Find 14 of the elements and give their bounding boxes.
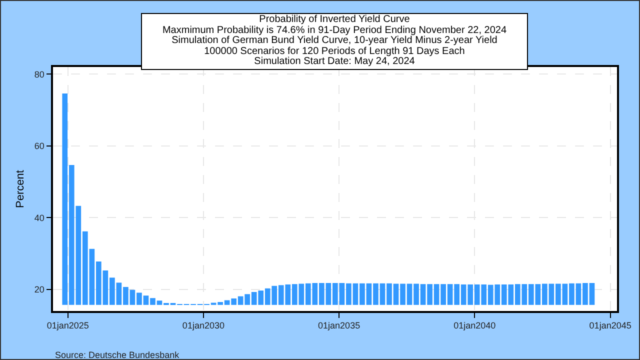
chart-subtitle: Maxmimum Probability is 74.6% in 91-Day Period Ending November 22, 2024 Simulation of German Bund Yield Curve, 10-year Yield Minus 2-year Yield 100000 Scenarios for 120 Periods of Length 91 Days Each Simulation Start Date: May 24, 2024: [161, 24, 508, 68]
x-tick-label: 01jan2040: [454, 320, 496, 331]
source-note: Source: Deutsche Bundesbank: [55, 350, 180, 360]
x-tick-label: 01jan2030: [182, 320, 224, 331]
y-axis-title: Percent: [14, 170, 27, 208]
chart-title: Probability of Inverted Yield Curve: [258, 14, 411, 26]
x-tick-label: 01jan2025: [46, 320, 89, 331]
x-tick-label: 01jan2045: [589, 320, 632, 331]
title-box: Probability of Inverted Yield Curve Maxmimum Probability is 74.6% in 91-Day Period Ending November 22, 2024 Simulation of German Bund Yield Curve, 10-year Yield Minus 2-year Yield 100000 Scenarios for 120 Periods of Length 91 Days Each Simulation Start Date: May 24, 2024: [141, 13, 528, 70]
y-tick-label: 40: [34, 212, 44, 223]
y-tick-label: 60: [34, 141, 44, 152]
y-tick-label: 20: [34, 284, 44, 295]
y-tick-label: 80: [34, 69, 44, 80]
x-tick-label: 01jan2035: [318, 320, 360, 331]
